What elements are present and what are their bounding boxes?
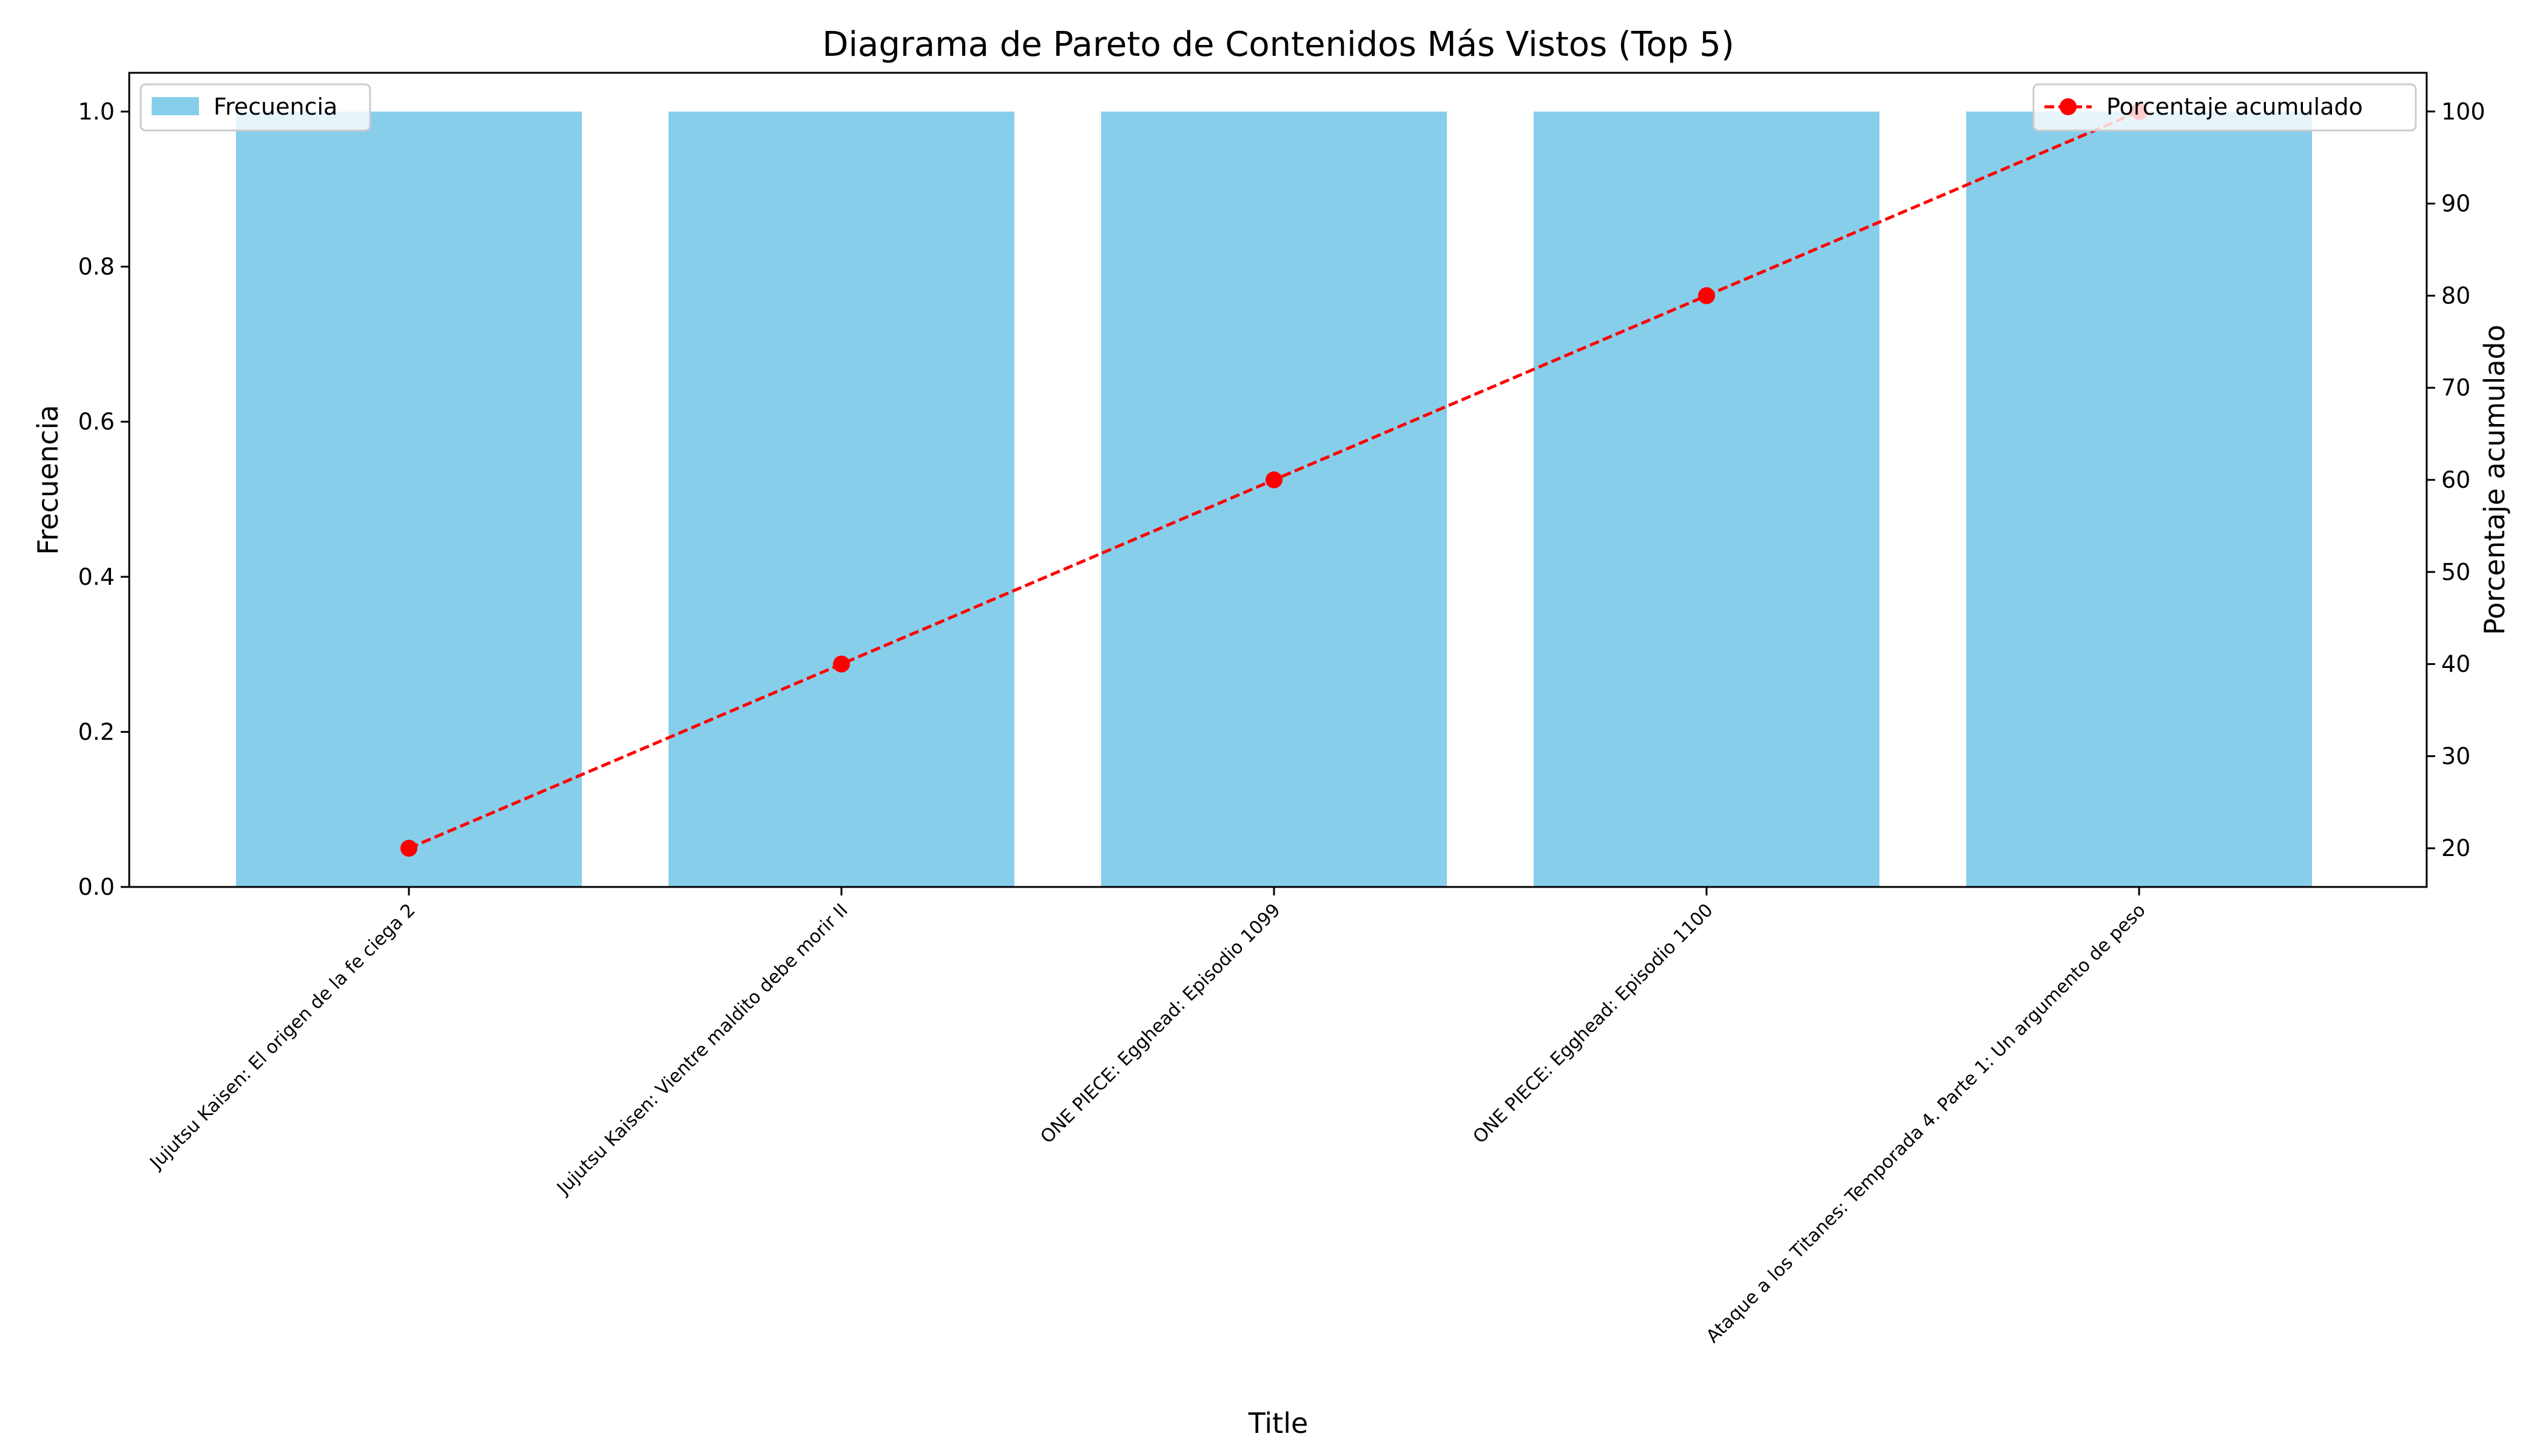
y-tick-label: 1.0 xyxy=(78,98,115,125)
y2-tick-label: 70 xyxy=(2441,374,2470,401)
y2-tick-label: 60 xyxy=(2441,467,2470,493)
y-tick-label: 0.2 xyxy=(78,718,115,745)
legend-bars: Frecuencia xyxy=(140,83,371,132)
y-tick-label: 0.0 xyxy=(78,874,115,900)
bar-5 xyxy=(1966,111,2312,887)
y2-tick-label: 50 xyxy=(2441,559,2470,585)
x-axis: Jujutsu Kaisen: El origen de la fe ciega… xyxy=(145,887,2150,1347)
x-tick-label-1: Jujutsu Kaisen: El origen de la fe ciega… xyxy=(145,900,419,1174)
y-tick-label: 0.4 xyxy=(78,564,115,590)
y2-tick-label: 100 xyxy=(2441,98,2486,125)
bar-1 xyxy=(236,111,582,887)
bar-4 xyxy=(1534,111,1879,887)
chart-title: Diagrama de Pareto de Contenidos Más Vis… xyxy=(822,25,1734,64)
right-y-axis: 20 30 40 50 60 70 80 90 100 xyxy=(2427,98,2486,861)
y-tick-label: 0.6 xyxy=(78,408,115,435)
bar-2 xyxy=(669,111,1014,887)
x-axis-label: Title xyxy=(1248,1407,1309,1440)
x-tick-label-4: ONE PIECE: Egghead: Episodio 1100 xyxy=(1469,900,1717,1148)
legend-bars-label: Frecuencia xyxy=(214,93,337,120)
cumulative-point-1 xyxy=(400,840,417,857)
y2-tick-label: 90 xyxy=(2441,190,2470,217)
legend-line: Porcentaje acumulado xyxy=(2032,83,2417,132)
legend-line-box xyxy=(2032,83,2417,132)
cumulative-point-4 xyxy=(1698,287,1715,305)
x-tick-label-2: Jujutsu Kaisen: Vientre maldito debe mor… xyxy=(552,900,852,1199)
legend-bars-box xyxy=(140,83,371,132)
left-y-axis: 0.0 0.2 0.4 0.6 0.8 1.0 xyxy=(78,98,129,900)
y2-axis-label: Porcentaje acumulado xyxy=(2478,325,2511,635)
y-tick-label: 0.8 xyxy=(78,254,115,280)
x-tick-label-5: Ataque a los Titanes: Temporada 4. Parte… xyxy=(1702,900,2150,1347)
y2-tick-label: 20 xyxy=(2441,835,2470,861)
legend-line-label: Porcentaje acumulado xyxy=(2106,93,2363,120)
legend-bars-swatch xyxy=(152,97,199,115)
y2-tick-label: 30 xyxy=(2441,743,2470,769)
y-axis-label: Frecuencia xyxy=(32,405,64,554)
x-tick-label-3: ONE PIECE: Egghead: Episodio 1099 xyxy=(1037,900,1285,1148)
y2-tick-label: 40 xyxy=(2441,651,2470,678)
legend-line-marker xyxy=(2060,98,2077,115)
bar-3 xyxy=(1101,111,1447,887)
cumulative-point-3 xyxy=(1266,471,1282,488)
y2-tick-label: 80 xyxy=(2441,282,2470,309)
bars-layer xyxy=(236,111,2312,887)
cumulative-point-2 xyxy=(833,655,850,673)
